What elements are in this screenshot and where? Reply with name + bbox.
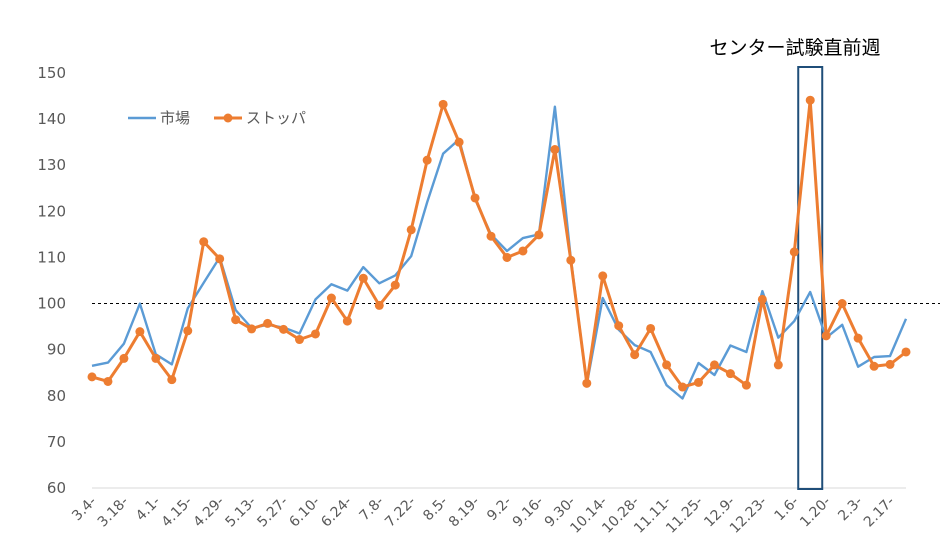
y-tick-label: 60 bbox=[47, 479, 66, 497]
series-point bbox=[119, 353, 129, 363]
series-point bbox=[183, 326, 193, 336]
x-tick-label: 6.10- bbox=[286, 494, 323, 531]
series-line bbox=[91, 98, 907, 389]
series-point bbox=[103, 376, 113, 386]
series-point bbox=[374, 300, 384, 310]
legend-label: 市場 bbox=[160, 109, 190, 127]
legend-label: ストッパ bbox=[246, 109, 306, 127]
series-point bbox=[550, 145, 560, 155]
series-point bbox=[614, 321, 624, 331]
series-point bbox=[630, 350, 640, 360]
x-tick-label: 1.20- bbox=[797, 494, 834, 531]
series-point bbox=[342, 316, 352, 326]
series-point bbox=[438, 99, 448, 109]
x-tick-label: 3.18- bbox=[95, 494, 132, 531]
legend: 市場 ストッパ bbox=[128, 109, 306, 127]
series-point bbox=[773, 360, 783, 370]
series-point bbox=[709, 360, 719, 370]
x-tick-label: 2.17- bbox=[861, 494, 898, 531]
series-point bbox=[885, 359, 895, 369]
y-axis: 60 70 80 90 100 110 120 130 140 150 bbox=[37, 64, 66, 497]
series-point bbox=[390, 280, 400, 290]
x-tick-label: 4.15- bbox=[159, 494, 196, 531]
series-point bbox=[247, 324, 257, 334]
series-point bbox=[502, 252, 512, 262]
series-point bbox=[837, 299, 847, 309]
series-point bbox=[805, 95, 815, 105]
x-tick-label: 5.13- bbox=[223, 494, 260, 531]
series-point bbox=[406, 225, 416, 235]
series-point bbox=[566, 255, 576, 265]
series-point bbox=[869, 361, 879, 371]
y-tick-label: 140 bbox=[37, 110, 66, 128]
x-tick-label: 9.16- bbox=[510, 494, 547, 531]
x-axis: 3.4-3.18- 4.1-4.15-4.29-5.13-5.27-6.10-6.… bbox=[69, 487, 906, 537]
y-tick-label: 70 bbox=[47, 433, 66, 451]
y-tick-label: 150 bbox=[37, 64, 66, 82]
x-tick-label: 6.24- bbox=[318, 494, 355, 531]
series-point bbox=[326, 293, 336, 303]
series-point bbox=[518, 246, 528, 256]
series-point bbox=[294, 335, 304, 345]
series-point bbox=[454, 137, 464, 147]
series-point bbox=[821, 331, 831, 341]
x-tick-label: 5.27- bbox=[254, 494, 291, 531]
series-group bbox=[87, 95, 911, 400]
legend-marker bbox=[223, 113, 233, 123]
y-tick-label: 130 bbox=[37, 156, 66, 174]
series-point bbox=[789, 247, 799, 257]
series-point bbox=[678, 382, 688, 392]
series-point bbox=[199, 237, 209, 247]
series-point bbox=[215, 254, 225, 264]
series-point bbox=[422, 155, 432, 165]
y-tick-label: 120 bbox=[37, 202, 66, 220]
series-point bbox=[310, 329, 320, 339]
x-tick-label: 7.22- bbox=[382, 494, 419, 531]
series-point bbox=[582, 378, 592, 388]
series-point bbox=[534, 230, 544, 240]
highlight-group: センター試験直前週 bbox=[709, 37, 881, 490]
series-point bbox=[725, 369, 735, 379]
series-point bbox=[231, 315, 241, 325]
series-point bbox=[662, 360, 672, 370]
x-tick-label: 8.19- bbox=[446, 494, 483, 531]
series-point bbox=[87, 372, 97, 382]
series-point bbox=[598, 271, 608, 281]
series-point bbox=[358, 273, 368, 283]
series-point bbox=[135, 327, 145, 337]
y-tick-label: 80 bbox=[47, 387, 66, 405]
series-point bbox=[470, 193, 480, 203]
x-tick-label: 4.29- bbox=[191, 494, 228, 531]
highlight-label: センター試験直前週 bbox=[709, 37, 880, 59]
series-point bbox=[757, 294, 767, 304]
y-tick-label: 100 bbox=[37, 295, 66, 313]
series-point bbox=[646, 323, 656, 333]
series-point bbox=[263, 318, 273, 328]
series-point bbox=[853, 333, 863, 343]
series-point bbox=[167, 375, 177, 385]
series-point bbox=[279, 324, 289, 334]
highlight-box bbox=[797, 66, 824, 490]
series-point bbox=[741, 380, 751, 390]
series-point bbox=[151, 353, 161, 363]
y-tick-label: 90 bbox=[47, 341, 66, 359]
y-tick-label: 110 bbox=[37, 248, 66, 266]
series-point bbox=[901, 347, 911, 357]
series-point bbox=[694, 377, 704, 387]
series-point bbox=[486, 231, 496, 241]
